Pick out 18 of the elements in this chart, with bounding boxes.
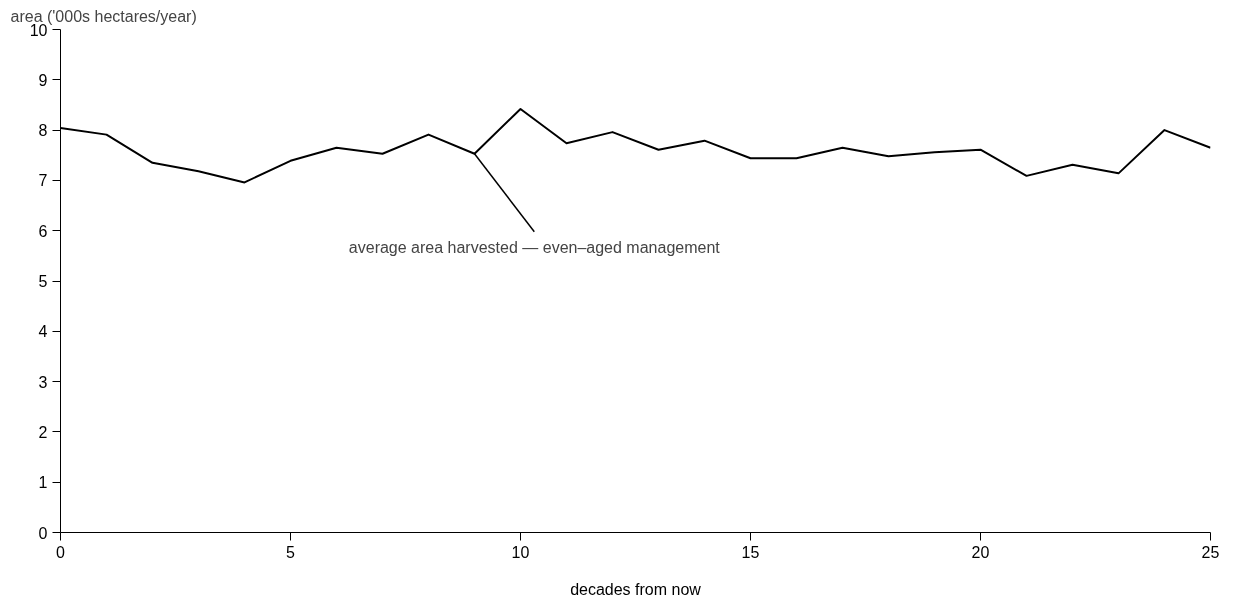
x-tick-label: 15 — [741, 543, 760, 561]
x-tick-label: 20 — [971, 543, 990, 561]
x-axis-title: decades from now — [570, 580, 702, 598]
y-tick-label: 6 — [38, 222, 48, 240]
y-tick-label: 0 — [38, 524, 48, 542]
annotation: average area harvested — even–aged management — [348, 239, 721, 257]
x-tick-label: 10 — [511, 543, 530, 561]
x-tick-label: 5 — [286, 543, 296, 561]
y-tick-label: 1 — [38, 474, 48, 492]
y-tick-label: 2 — [38, 423, 48, 441]
y-tick-label: 8 — [38, 122, 48, 140]
y-tick-label: 7 — [38, 172, 48, 190]
y-tick-label: 9 — [38, 71, 48, 89]
x-tick-label: 25 — [1201, 543, 1220, 561]
y-tick-label: 3 — [38, 373, 48, 391]
x-tick-label: 0 — [56, 543, 66, 561]
y-tick-label: 5 — [38, 273, 48, 290]
y-tick-label: 4 — [38, 323, 48, 341]
